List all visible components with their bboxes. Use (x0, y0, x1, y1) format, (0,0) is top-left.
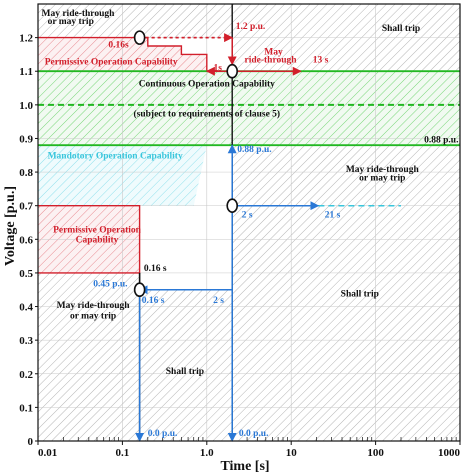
annotation-label: 0.0 p.u. (148, 429, 178, 439)
y-tick-label: 0.7 (19, 201, 33, 213)
annotation-label: May ride-through (57, 301, 131, 311)
region-may-ride-right (232, 145, 460, 206)
annotation-label: 0.45 p.u. (93, 279, 127, 289)
x-tick-label: 0.1 (116, 447, 130, 459)
annotation-label: Permissive Operation (53, 226, 142, 236)
plot-frame (37, 3, 461, 442)
annotation-label: Shall trip (341, 290, 379, 300)
annotation-label: ride-through (245, 56, 298, 66)
annotation-label: 1s (214, 64, 223, 74)
y-tick-label: 0.4 (19, 302, 33, 314)
y-tick-label: 0.1 (19, 402, 33, 414)
y-tick-label: 0.6 (19, 234, 33, 246)
annotation-label: or may trip (359, 174, 405, 184)
y-tick-label: 0.2 (19, 369, 33, 381)
annotation-label: 0.16 s (144, 264, 167, 274)
y-axis-label: Voltage [p.u.] (3, 186, 18, 266)
marker-circle-2-0.7 (226, 198, 239, 213)
annotation-label: 0.88 p.u. (237, 145, 271, 155)
annotation-label: 1.2 p.u. (236, 22, 266, 32)
arrow-layer (135, 33, 320, 442)
y-tick-label: 0.9 (19, 133, 33, 145)
annotation-label: 0.0 p.u. (239, 429, 269, 439)
region-may-ride-top (38, 4, 233, 38)
axes-layer: 0 0.1 0.2 0.3 0.4 0.5 0.6 0.7 0.8 0.9 1.0 1.1 1.2 0.0… (19, 3, 461, 459)
y-tick-label: 1.2 (19, 33, 33, 45)
annotation-label: Permissive Operation Capability (45, 58, 178, 68)
annotation-label: 2 s (242, 211, 253, 221)
annotation-label: Capability (76, 236, 119, 246)
y-tick-label: 1.1 (19, 66, 33, 78)
annotation-label: or may trip (70, 311, 116, 321)
annotation-label: May (264, 47, 283, 57)
x-tick-label: 1.0 (200, 447, 214, 459)
annotation-label: 0.16s (108, 41, 129, 51)
marker-circle-0.16-0.45 (133, 282, 146, 298)
annotation-label: 0.16 s (142, 296, 165, 306)
x-tick-label: 0.01 (38, 447, 57, 459)
region-shall-trip-right (232, 205, 460, 441)
x-tick-label: 100 (367, 447, 384, 459)
y-tick-label: 0.8 (19, 167, 33, 179)
x-axis-label: Time [s] (220, 459, 269, 474)
y-tick-label: 0.3 (19, 335, 33, 347)
annotation-label: 0.88 p.u. (424, 136, 458, 146)
series-low-step (38, 204, 141, 274)
annotation-label: (subject to requirements of clause 5) (133, 109, 280, 120)
region-layer (38, 4, 460, 441)
annotation-label: 21 s (325, 211, 341, 221)
region-may-ride-left (38, 272, 140, 441)
annotation-label: Shall trip (382, 24, 420, 34)
annotation-label: Mandotory Operation Capability (48, 152, 183, 162)
marker-circle-2-1.1 (226, 63, 239, 79)
marker-layer (133, 30, 239, 298)
annotation-label: Continuous Operation Capability (139, 79, 275, 89)
annotation-label: 2 s (213, 296, 224, 306)
annotation-label: May ride-through (42, 9, 116, 19)
annotation-label: Shall trip (166, 367, 204, 377)
y-tick-label: 0.5 (19, 268, 33, 280)
region-shall-trip-mid (139, 289, 233, 441)
y-tick-label: 1.0 (19, 100, 33, 112)
marker-circle-0.16-1.2 (133, 30, 146, 45)
x-tick-label: 1000 (438, 447, 461, 459)
annotation-label: or may trip (48, 17, 94, 27)
annotation-label: 13 s (313, 56, 329, 66)
region-continuous (38, 71, 460, 146)
x-tick-label: 10 (286, 447, 298, 459)
annotation-label: May ride-through (346, 165, 420, 175)
series-step-0.45 (138, 272, 233, 291)
y-tick-label: 0 (28, 436, 34, 448)
